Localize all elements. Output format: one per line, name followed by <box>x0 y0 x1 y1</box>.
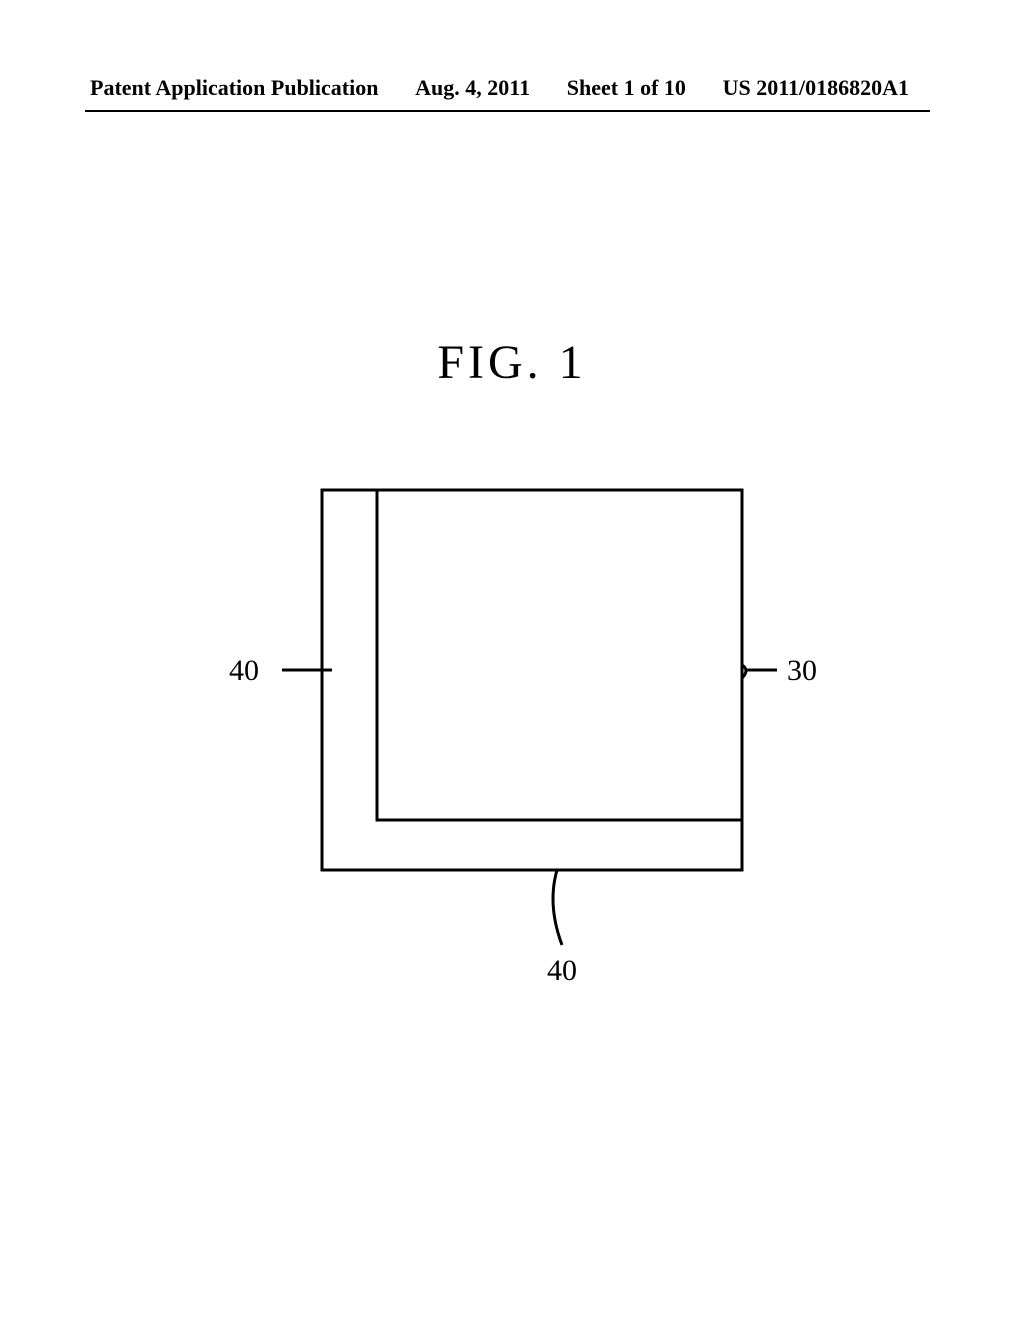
diagram-container: 40 30 40 <box>202 470 822 1030</box>
header-left: Patent Application Publication <box>90 75 378 101</box>
label-right: 30 <box>787 654 817 687</box>
label-left: 40 <box>229 654 259 687</box>
figure-diagram: 40 30 40 <box>202 470 822 1030</box>
inner-box <box>377 490 742 820</box>
header-rule <box>85 110 930 112</box>
leader-bottom <box>553 870 562 945</box>
figure-title: FIG. 1 <box>437 335 586 390</box>
header-center-date: Aug. 4, 2011 <box>415 75 530 101</box>
header-right: US 2011/0186820A1 <box>723 75 909 101</box>
page-header: Patent Application Publication Aug. 4, 2… <box>0 75 1024 101</box>
header-center-sheet: Sheet 1 of 10 <box>567 75 686 101</box>
label-bottom: 40 <box>547 954 577 987</box>
